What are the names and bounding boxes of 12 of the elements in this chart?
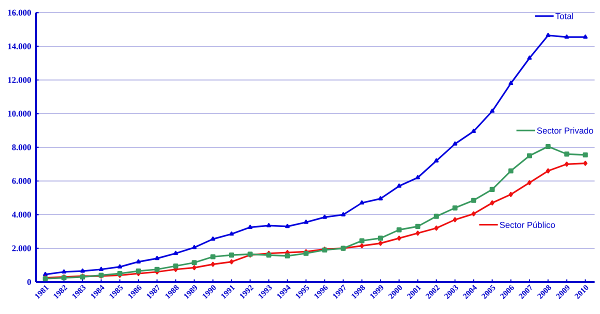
y-tick-label: 0 — [27, 279, 31, 285]
y-tick-label: 2.000 — [12, 245, 31, 252]
y-tick-label: 12.000 — [8, 77, 31, 83]
y-tick-label: 4.000 — [12, 212, 31, 218]
y-tick-label: 8.000 — [12, 144, 31, 150]
legend-label: Sector Privado — [537, 127, 594, 134]
y-tick-label: 10.000 — [8, 110, 31, 117]
y-tick-label: 6.000 — [12, 178, 31, 184]
legend-label: Sector Público — [500, 222, 555, 228]
y-tick-label: 14.000 — [8, 43, 31, 50]
y-tick-label: 16.000 — [8, 10, 31, 16]
legend-label: Total — [555, 12, 574, 20]
